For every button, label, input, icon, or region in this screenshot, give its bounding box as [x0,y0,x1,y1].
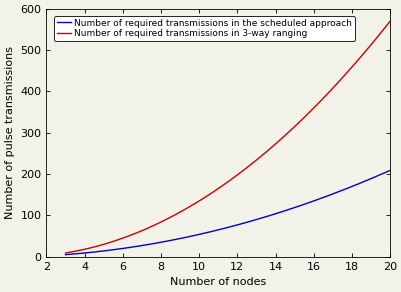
Number of required transmissions in the scheduled approach [76,252,81,255]
Line: Number of required transmissions in 3-way ranging: Number of required transmissions in 3-wa… [65,21,389,253]
Number of required transmissions in the scheduled approach [63,253,68,256]
Number of required transmissions in the scheduled approach [371,176,375,179]
X-axis label: Number of nodes: Number of nodes [170,277,266,287]
Legend: Number of required transmissions in the scheduled approach, Number of required t: Number of required transmissions in the … [54,16,354,41]
Number of required transmissions in the scheduled approach [83,251,87,255]
Number of required transmissions in 3-way ranging [387,20,391,23]
Number of required transmissions in 3-way ranging [359,53,364,57]
Line: Number of required transmissions in the scheduled approach: Number of required transmissions in the … [65,171,389,255]
Number of required transmissions in 3-way ranging [83,247,87,251]
Number of required transmissions in the scheduled approach [359,180,364,184]
Number of required transmissions in the scheduled approach [387,169,391,172]
Number of required transmissions in 3-way ranging [76,249,81,252]
Number of required transmissions in the scheduled approach [123,246,128,250]
Y-axis label: Number of pulse transmissions: Number of pulse transmissions [5,46,15,219]
Number of required transmissions in 3-way ranging [149,225,154,228]
Number of required transmissions in 3-way ranging [123,235,128,239]
Number of required transmissions in 3-way ranging [63,251,68,255]
Number of required transmissions in 3-way ranging [371,40,375,43]
Number of required transmissions in the scheduled approach [149,242,154,246]
